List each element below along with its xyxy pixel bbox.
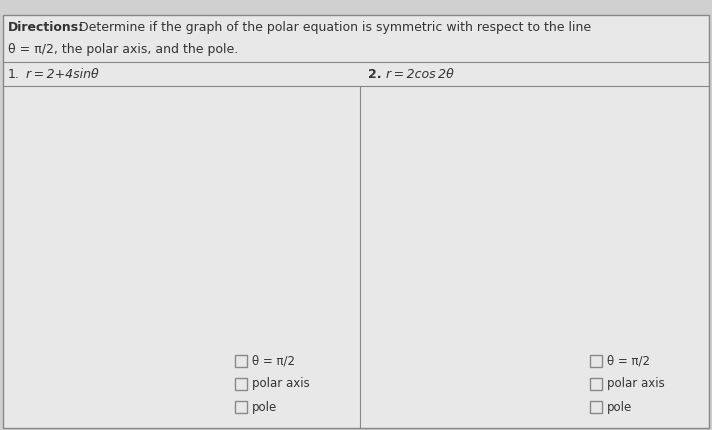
Text: pole: pole	[607, 400, 632, 414]
Bar	[235, 401, 247, 413]
Text: θ = π/2, the polar axis, and the pole.: θ = π/2, the polar axis, and the pole.	[8, 43, 239, 56]
Text: θ = π/2: θ = π/2	[252, 354, 295, 368]
Text: Directions:: Directions:	[8, 21, 84, 34]
Bar	[235, 378, 247, 390]
Text: polar axis: polar axis	[252, 378, 310, 390]
Text: θ = π/2: θ = π/2	[607, 354, 650, 368]
Bar	[590, 355, 602, 367]
Text: 2.: 2.	[368, 68, 382, 81]
Bar	[235, 355, 247, 367]
Text: polar axis: polar axis	[607, 378, 665, 390]
Text: r = 2cos 2θ: r = 2cos 2θ	[382, 68, 454, 81]
Bar	[590, 378, 602, 390]
Bar	[590, 401, 602, 413]
Text: 1.: 1.	[8, 68, 20, 81]
Text: pole: pole	[252, 400, 277, 414]
Text: Determine if the graph of the polar equation is symmetric with respect to the li: Determine if the graph of the polar equa…	[75, 21, 591, 34]
Text: r = 2+4sinθ: r = 2+4sinθ	[22, 68, 99, 81]
